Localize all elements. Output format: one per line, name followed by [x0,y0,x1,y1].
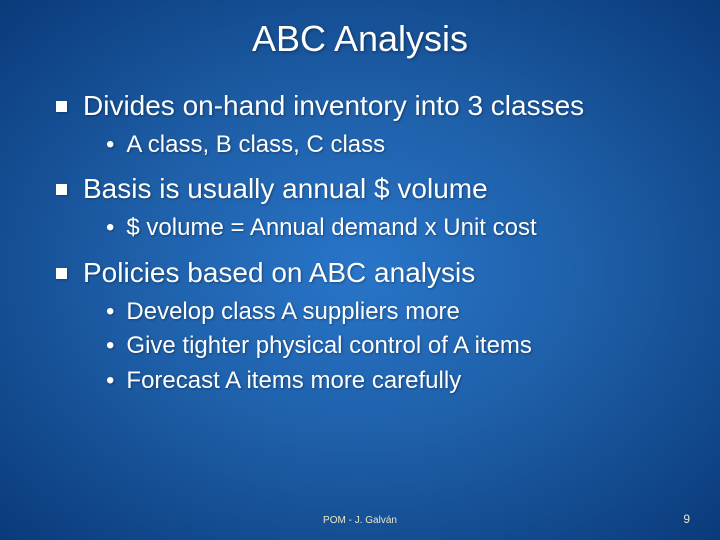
dot-bullet-icon: • [106,212,114,243]
square-bullet-icon [56,268,67,279]
sub-text: $ volume = Annual demand x Unit cost [126,212,536,244]
footer-text: POM - J. Galván [0,515,720,526]
slide-title: ABC Analysis [40,18,680,60]
list-item: • Give tighter physical control of A ite… [106,330,664,362]
dot-bullet-icon: • [106,129,114,160]
dot-bullet-icon: • [106,330,114,361]
square-bullet-icon [56,184,67,195]
bullet-1-sublist: • A class, B class, C class [56,129,664,161]
page-number: 9 [683,512,690,526]
bullet-1-text: Divides on-hand inventory into 3 classes [83,88,584,123]
sub-text: Develop class A suppliers more [126,296,460,328]
bullet-1: Divides on-hand inventory into 3 classes [56,88,664,123]
list-item: • Develop class A suppliers more [106,296,664,328]
sub-text: Forecast A items more carefully [126,365,461,397]
list-item: • A class, B class, C class [106,129,664,161]
slide: ABC Analysis Divides on-hand inventory i… [0,0,720,540]
bullet-3-sublist: • Develop class A suppliers more • Give … [56,296,664,397]
bullet-2: Basis is usually annual $ volume [56,171,664,206]
dot-bullet-icon: • [106,365,114,396]
slide-content: Divides on-hand inventory into 3 classes… [40,88,680,397]
list-item: • $ volume = Annual demand x Unit cost [106,212,664,244]
list-item: • Forecast A items more carefully [106,365,664,397]
bullet-3-text: Policies based on ABC analysis [83,255,475,290]
sub-text: Give tighter physical control of A items [126,330,532,362]
sub-text: A class, B class, C class [126,129,385,161]
square-bullet-icon [56,101,67,112]
bullet-2-sublist: • $ volume = Annual demand x Unit cost [56,212,664,244]
bullet-3: Policies based on ABC analysis [56,255,664,290]
dot-bullet-icon: • [106,296,114,327]
bullet-2-text: Basis is usually annual $ volume [83,171,488,206]
